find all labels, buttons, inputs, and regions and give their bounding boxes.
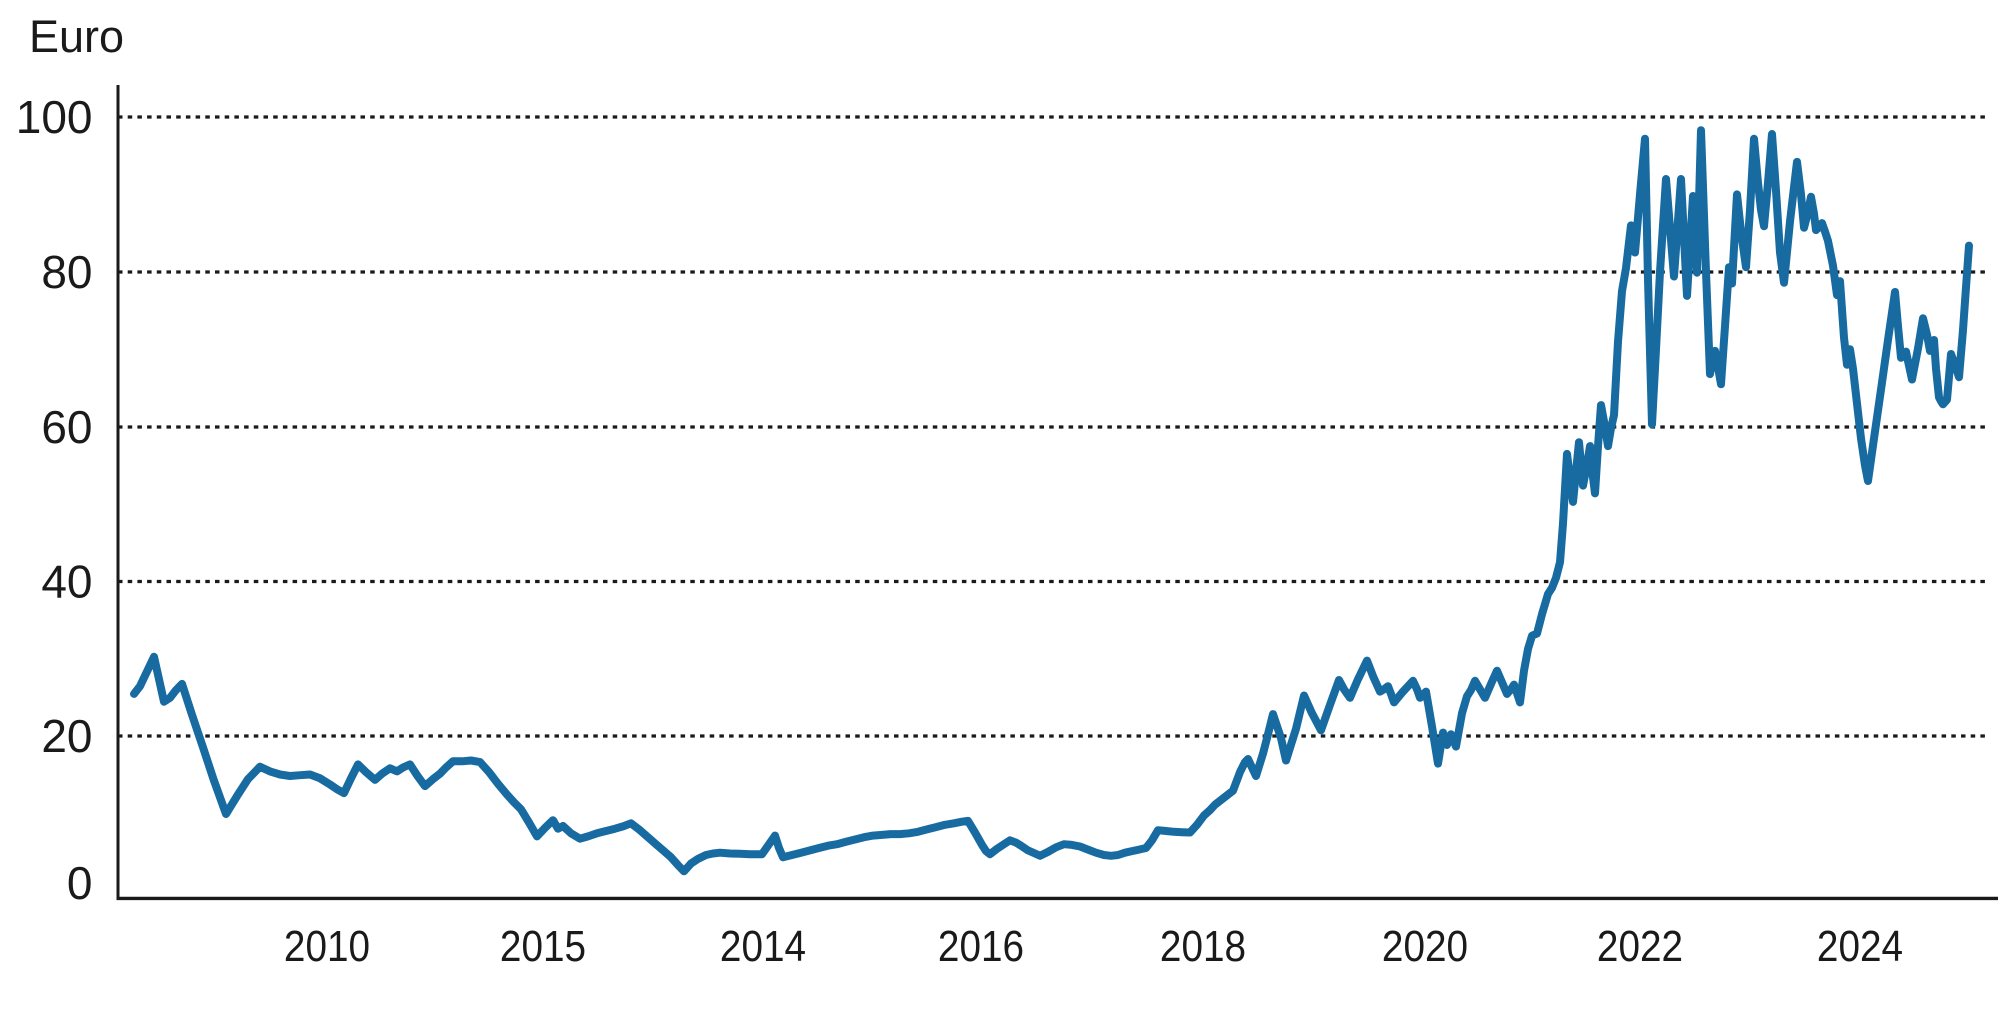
svg-text:Euro: Euro xyxy=(29,11,124,62)
svg-text:80: 80 xyxy=(41,246,92,298)
svg-text:2010: 2010 xyxy=(284,921,370,971)
svg-text:2022: 2022 xyxy=(1597,921,1683,971)
svg-text:2020: 2020 xyxy=(1382,921,1468,971)
svg-text:100: 100 xyxy=(16,91,93,143)
svg-text:2024: 2024 xyxy=(1817,921,1903,971)
svg-text:40: 40 xyxy=(41,556,92,608)
svg-text:2016: 2016 xyxy=(938,921,1024,971)
svg-text:20: 20 xyxy=(41,710,92,762)
svg-text:2014: 2014 xyxy=(720,921,806,971)
svg-text:2015: 2015 xyxy=(500,921,586,971)
svg-text:60: 60 xyxy=(41,401,92,453)
svg-text:2018: 2018 xyxy=(1160,921,1246,971)
svg-text:0: 0 xyxy=(67,857,93,909)
